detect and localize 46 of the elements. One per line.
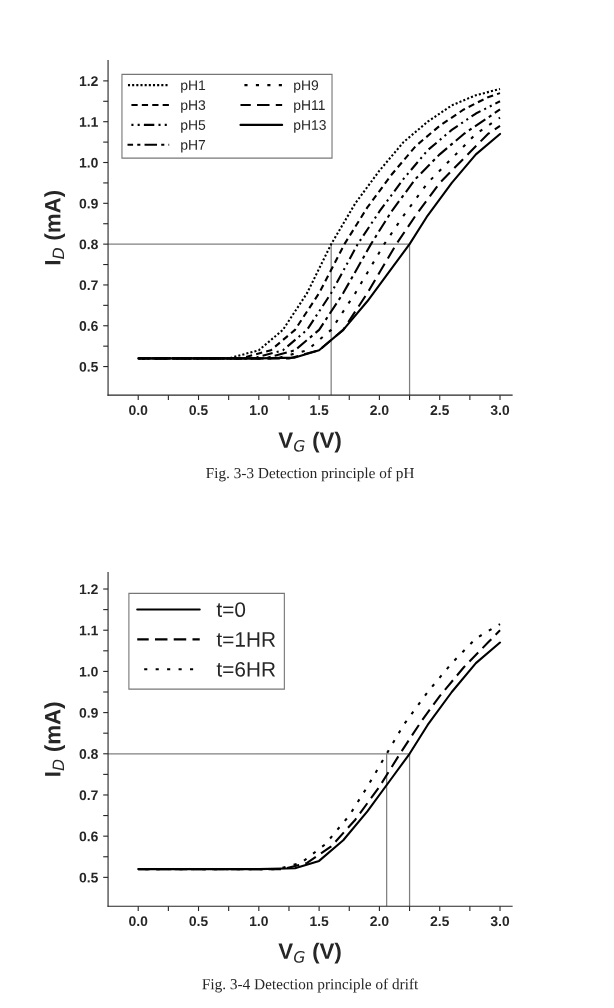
y-tick-label: 0.8 xyxy=(79,749,98,759)
y-tick-label: 1.1 xyxy=(79,625,98,636)
x-tick-label: 0.5 xyxy=(189,405,208,416)
x-tick-label: 1.0 xyxy=(250,916,268,927)
y-tick-label: 0.6 xyxy=(79,321,98,331)
x-tick-label: 0.0 xyxy=(129,405,148,416)
caption: Fig. 3-4 Detection principle of drift xyxy=(202,978,419,993)
y-tick-label: 1.0 xyxy=(79,157,98,168)
legend-label: pH7 xyxy=(181,140,206,153)
x-tick-label: 3.0 xyxy=(490,405,510,416)
caption: Fig. 3-3 Detection principle of pH xyxy=(206,467,414,482)
x-tick-label: 1.0 xyxy=(250,405,268,416)
y-tick-label: 1.2 xyxy=(79,76,98,86)
y-tick-label: 0.9 xyxy=(79,198,98,209)
legend-label: pH13 xyxy=(294,120,326,133)
x-tick-label: 0.0 xyxy=(129,916,148,927)
legend-label: t=1HR xyxy=(216,632,276,647)
y-tick-label: 0.6 xyxy=(79,831,98,842)
x-tick-label: 3.0 xyxy=(490,916,510,927)
y-tick-label: 0.5 xyxy=(79,872,98,883)
legend-label: pH3 xyxy=(181,100,206,113)
legend-label: pH11 xyxy=(294,100,325,113)
y-tick-label: 0.5 xyxy=(79,361,98,372)
legend-label: t=6HR xyxy=(216,661,276,677)
y-axis-title: I$_{D}$ (mA) xyxy=(44,702,65,776)
legend-label: t=0 xyxy=(216,602,246,618)
y-tick-label: 0.7 xyxy=(79,280,98,291)
y-tick-label: 1.0 xyxy=(79,666,98,677)
legend-label: pH5 xyxy=(181,120,206,133)
y-tick-label: 0.9 xyxy=(79,707,98,718)
x-axis-title: V$_{G}$ (V) xyxy=(278,942,341,964)
x-tick-label: 2.0 xyxy=(370,916,389,927)
legend-label: pH9 xyxy=(294,80,319,93)
legend-label: pH1 xyxy=(181,80,206,93)
y-tick-label: 1.1 xyxy=(79,117,98,127)
x-tick-label: 0.5 xyxy=(189,916,208,927)
x-tick-label: 2.5 xyxy=(430,405,449,416)
x-tick-label: 2.0 xyxy=(370,405,389,416)
x-axis-title: V$_{G}$ (V) xyxy=(278,431,341,453)
y-tick-label: 0.7 xyxy=(79,790,98,801)
x-tick-label: 1.5 xyxy=(310,916,329,927)
y-tick-label: 1.2 xyxy=(79,584,98,595)
y-tick-label: 0.8 xyxy=(79,239,98,250)
x-tick-label: 2.5 xyxy=(430,916,449,927)
x-tick-label: 1.5 xyxy=(310,405,329,416)
y-axis-title: I$_{D}$ (mA) xyxy=(44,191,65,265)
